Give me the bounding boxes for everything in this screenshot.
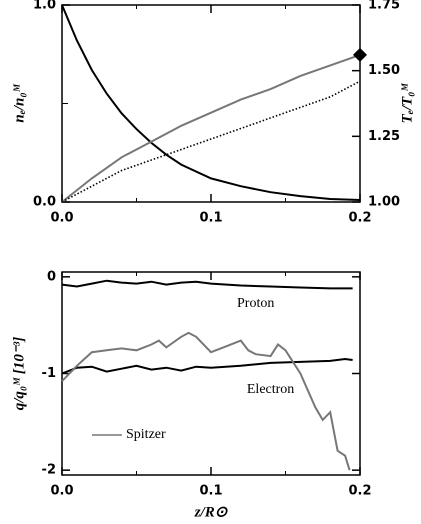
plot-frame [61, 4, 361, 203]
data-line [61, 357, 353, 375]
x-tick-label: 0.2 [348, 484, 371, 499]
y2-tick-label: 1.75 [368, 0, 400, 13]
y-tick-label: 1.0 [33, 0, 56, 13]
y-tick-label: -1 [42, 366, 56, 381]
legend-label: Spitzer [126, 427, 166, 442]
series-label: Electron [247, 382, 294, 397]
y-tick-label: -2 [42, 463, 56, 478]
y-tick-label: 0 [47, 269, 56, 284]
x-tick-label: 0.0 [50, 211, 73, 226]
y-axis-label: q/q₀ᴹ [10⁻³] [11, 337, 27, 411]
data-line [61, 4, 361, 201]
y2-axis-label: Tₑ/T₀ᴹ [399, 83, 415, 124]
data-line [61, 331, 351, 471]
plot-frame [61, 271, 361, 476]
marker [353, 47, 367, 62]
x-tick-label: 0.1 [199, 484, 222, 499]
y2-tick-label: 1.50 [368, 63, 400, 78]
y2-tick-label: 1.25 [368, 129, 400, 144]
x-tick-label: 0.1 [199, 211, 222, 226]
x-tick-label: 0.0 [50, 484, 73, 499]
x-axis-label: z/R⊙ [194, 504, 228, 520]
y-axis-label: nₑ/n₀ᴹ [11, 83, 27, 122]
y-tick-label: 0.0 [33, 195, 56, 210]
series-label: Proton [237, 296, 274, 311]
data-line [61, 279, 353, 290]
data-line [61, 80, 361, 203]
x-tick-label: 0.2 [348, 211, 371, 226]
data-line [61, 53, 361, 203]
y2-tick-label: 1.00 [368, 195, 400, 210]
